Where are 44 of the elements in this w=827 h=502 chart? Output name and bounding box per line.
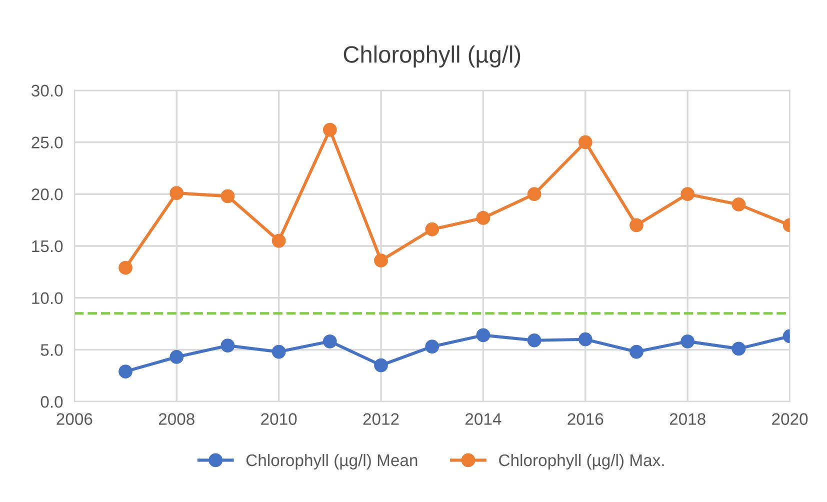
point xyxy=(220,189,235,204)
chart-title: Chlorophyll (µg/l) xyxy=(344,45,520,68)
point xyxy=(322,122,337,137)
point xyxy=(272,234,286,248)
point xyxy=(322,334,337,348)
point xyxy=(170,186,184,200)
point xyxy=(118,364,132,378)
point xyxy=(680,187,695,202)
x-tick-label: 2012 xyxy=(363,413,399,425)
y-tick-label: 30.0 xyxy=(32,84,63,97)
x-tick-label: 2010 xyxy=(261,413,297,425)
point xyxy=(374,358,388,372)
y-tick-label: 5.0 xyxy=(40,344,63,356)
point xyxy=(170,350,184,364)
point xyxy=(630,344,644,359)
point xyxy=(374,254,388,268)
point xyxy=(527,187,542,202)
point xyxy=(732,198,746,212)
point xyxy=(527,333,542,348)
x-tick-label: 2016 xyxy=(568,413,604,425)
point xyxy=(476,211,490,225)
y-tick-label: 25.0 xyxy=(32,136,63,148)
legend-label: Chlorophyll (µg/l) Mean xyxy=(246,454,418,470)
point xyxy=(732,342,746,356)
y-tick-label: 10.0 xyxy=(32,292,63,304)
legend-label: Chlorophyll (µg/l) Max. xyxy=(499,454,664,470)
point xyxy=(630,218,644,232)
point xyxy=(578,332,592,346)
point xyxy=(425,222,440,236)
x-tick-label: 2008 xyxy=(158,413,194,425)
x-tick-label: 2020 xyxy=(772,413,808,425)
point xyxy=(476,328,490,342)
point xyxy=(220,338,235,353)
y-tick-label: 15.0 xyxy=(32,240,63,252)
y-tick-label: 20.0 xyxy=(32,188,63,200)
point xyxy=(425,340,440,354)
point xyxy=(118,260,132,275)
x-tick-label: 2018 xyxy=(670,413,706,425)
point xyxy=(578,135,592,150)
x-tick-label: 2014 xyxy=(466,413,502,425)
point xyxy=(272,344,286,359)
x-tick-label: 2006 xyxy=(56,413,92,425)
point xyxy=(680,334,695,348)
y-tick-label: 0.0 xyxy=(40,396,63,408)
